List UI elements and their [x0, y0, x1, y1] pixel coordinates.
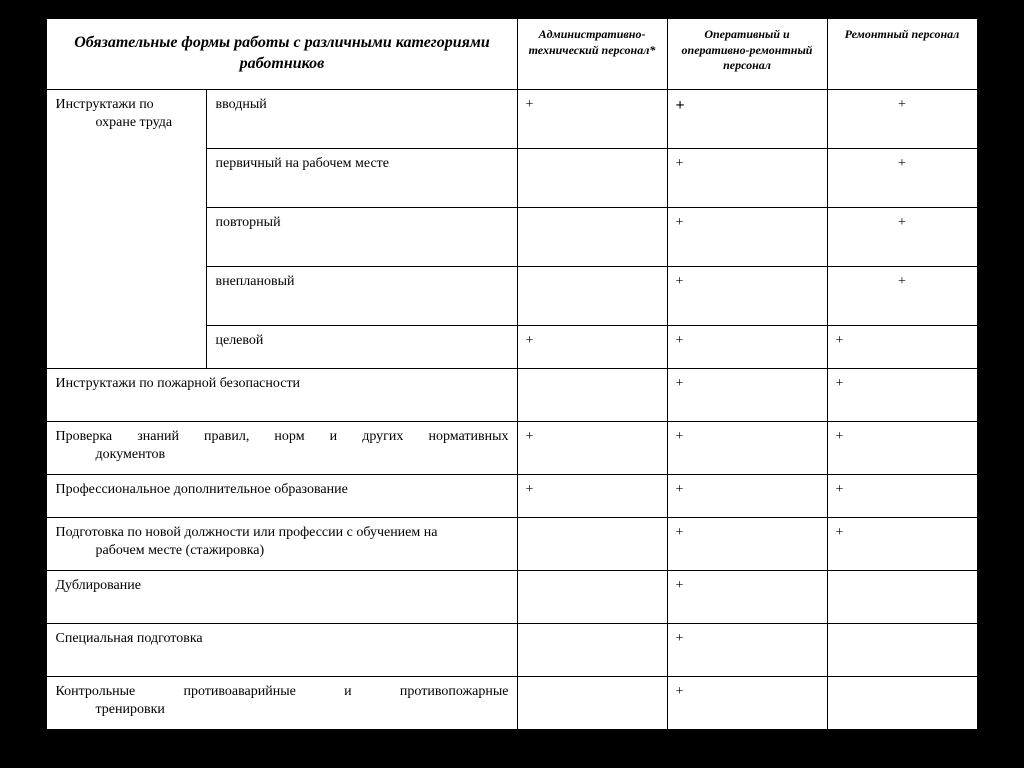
cell: +: [827, 421, 977, 474]
table-row: Инструктажи по охране труда вводный + + …: [47, 89, 977, 148]
cell: +: [827, 148, 977, 207]
cell: Дублирование: [47, 570, 517, 623]
cell: +: [517, 421, 667, 474]
table-row: Проверка знаний правил, норм и других но…: [47, 421, 977, 474]
cell: [827, 623, 977, 676]
header-col4: Оперативный и оперативно-ремонтный персо…: [667, 19, 827, 90]
cell: +: [667, 421, 827, 474]
cell: [517, 368, 667, 421]
plus-mark: +: [676, 97, 685, 114]
cell: +: [827, 89, 977, 148]
cell: Подготовка по новой должности или профес…: [47, 517, 517, 570]
cell: повторный: [207, 207, 517, 266]
cell: +: [667, 266, 827, 325]
cell: [517, 266, 667, 325]
cell: +: [667, 676, 827, 729]
cell-text: тренировки: [55, 701, 508, 719]
cell: +: [827, 517, 977, 570]
cell: +: [667, 623, 827, 676]
cell: Проверка знаний правил, норм и других но…: [47, 421, 517, 474]
cell: [517, 623, 667, 676]
cell-text: Подготовка по новой должности или профес…: [55, 524, 508, 542]
cell: +: [827, 474, 977, 517]
group-label-line1: Инструктажи по: [55, 96, 153, 114]
cell: +: [827, 325, 977, 368]
cell: Профессиональное дополнительное образова…: [47, 474, 517, 517]
cell: [827, 676, 977, 729]
group-label-line2: охране труда: [55, 114, 198, 132]
header-col5: Ремонтный персонал: [827, 19, 977, 90]
cell: вводный: [207, 89, 517, 148]
cell: +: [667, 325, 827, 368]
cell: +: [667, 368, 827, 421]
cell: +: [667, 207, 827, 266]
cell: [517, 148, 667, 207]
table-row: Дублирование +: [47, 570, 977, 623]
cell: Контрольные противоаварийные и противопо…: [47, 676, 517, 729]
cell: +: [517, 325, 667, 368]
cell: +: [827, 207, 977, 266]
cell-text: рабочем месте (стажировка): [55, 542, 508, 560]
cell: [517, 517, 667, 570]
cell: [517, 207, 667, 266]
page: Обязательные формы работы с различными к…: [0, 0, 1024, 768]
cell: +: [667, 474, 827, 517]
cell: внеплановый: [207, 266, 517, 325]
forms-table: Обязательные формы работы с различными к…: [46, 18, 977, 730]
cell: +: [827, 368, 977, 421]
header-main: Обязательные формы работы с различными к…: [47, 19, 517, 90]
cell: первичный на рабочем месте: [207, 148, 517, 207]
cell: +: [667, 89, 827, 148]
cell: +: [517, 89, 667, 148]
cell: +: [827, 266, 977, 325]
cell: +: [667, 148, 827, 207]
cell: Инструктажи по пожарной безопасности: [47, 368, 517, 421]
cell: [517, 676, 667, 729]
cell-text: Проверка знаний правил, норм и других но…: [55, 428, 508, 446]
table-row: Контрольные противоаварийные и противопо…: [47, 676, 977, 729]
table-row: Профессиональное дополнительное образова…: [47, 474, 977, 517]
header-col3: Административно-технический персонал*: [517, 19, 667, 90]
cell-text: Контрольные противоаварийные и противопо…: [55, 683, 508, 701]
cell-group-label: Инструктажи по охране труда: [47, 89, 207, 368]
cell: +: [667, 570, 827, 623]
table-row: Подготовка по новой должности или профес…: [47, 517, 977, 570]
table-row: Инструктажи по пожарной безопасности + +: [47, 368, 977, 421]
cell: Специальная подготовка: [47, 623, 517, 676]
cell: [827, 570, 977, 623]
table-header-row: Обязательные формы работы с различными к…: [47, 19, 977, 90]
cell-text: документов: [55, 446, 508, 464]
cell: [517, 570, 667, 623]
table-row: Специальная подготовка +: [47, 623, 977, 676]
cell: целевой: [207, 325, 517, 368]
cell: +: [517, 474, 667, 517]
cell: +: [667, 517, 827, 570]
